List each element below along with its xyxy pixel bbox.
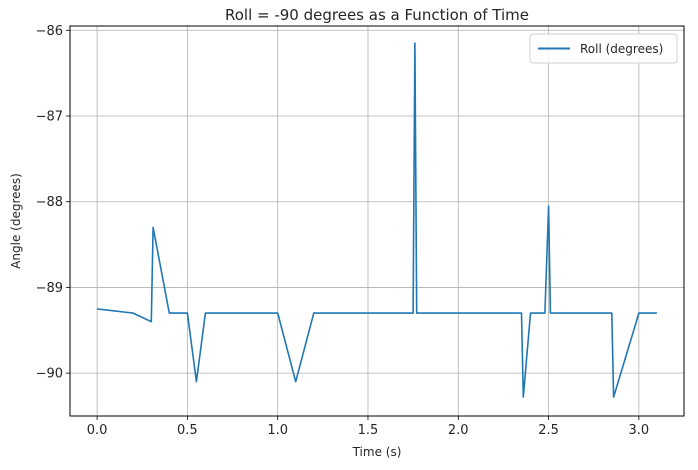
- y-tick-label: −89: [36, 281, 63, 296]
- y-tick-label: −90: [36, 367, 63, 382]
- x-tick-label: 2.5: [538, 423, 559, 438]
- x-tick-label: 2.0: [448, 423, 469, 438]
- y-tick-label: −87: [36, 110, 63, 125]
- series-line: [97, 42, 657, 398]
- x-axis-label: Time (s): [352, 445, 402, 459]
- x-tick-label: 3.0: [629, 423, 650, 438]
- legend: Roll (degrees): [529, 33, 678, 64]
- x-ticks: 0.0 0.5 1.0 1.5 2.0 2.5 3.0: [87, 416, 649, 438]
- legend-label: Roll (degrees): [580, 42, 663, 56]
- chart-title: Roll = -90 degrees as a Function of Time: [225, 6, 529, 24]
- x-tick-label: 0.5: [177, 423, 198, 438]
- y-axis-label: Angle (degrees): [9, 173, 23, 269]
- y-tick-label: −88: [36, 195, 63, 210]
- x-tick-label: 1.0: [267, 423, 288, 438]
- x-tick-label: 0.0: [87, 423, 108, 438]
- plot-area: [70, 26, 684, 416]
- plot-frame: [69, 25, 685, 417]
- legend-box: [529, 33, 678, 64]
- x-tick-label: 1.5: [358, 423, 379, 438]
- series-group: [97, 42, 657, 398]
- y-tick-label: −86: [36, 24, 63, 39]
- y-ticks: −90 −89 −88 −87 −86: [36, 24, 70, 382]
